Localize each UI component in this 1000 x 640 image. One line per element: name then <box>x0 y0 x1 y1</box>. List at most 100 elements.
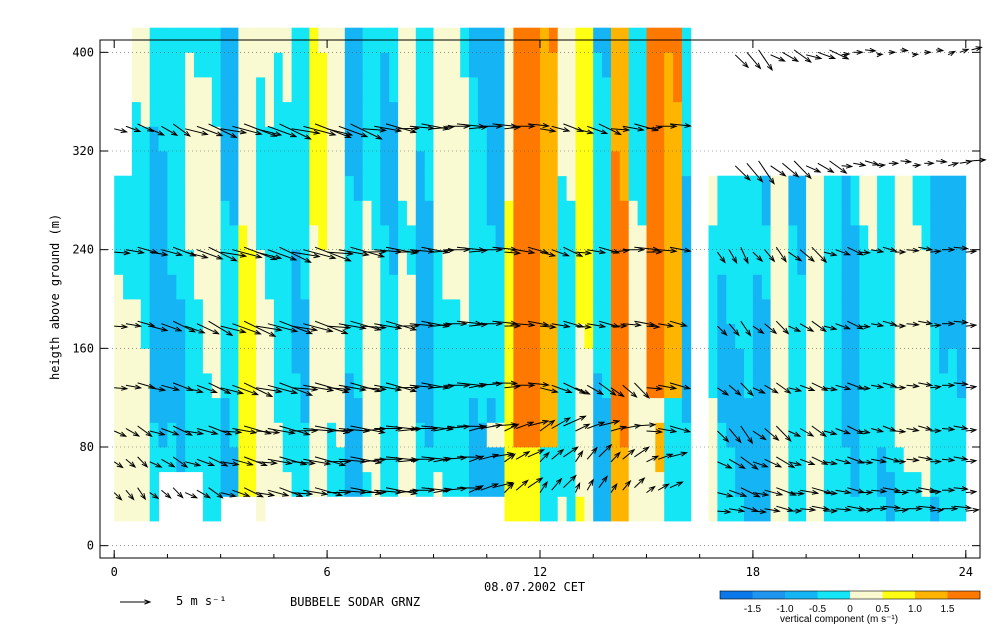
field-cell <box>398 200 408 226</box>
field-cell <box>894 249 905 275</box>
field-cell <box>486 397 497 423</box>
wind-vector-head <box>734 389 742 396</box>
wind-vector-head <box>951 162 960 167</box>
wind-vector <box>634 424 656 427</box>
field-cell <box>611 471 621 497</box>
field-cell <box>504 447 514 473</box>
x-tick-label: 0 <box>111 565 118 579</box>
field-cell <box>744 471 754 497</box>
field-cell <box>628 101 638 127</box>
wind-vector-head <box>778 56 786 62</box>
field-cell <box>265 471 275 497</box>
wind-vector-head <box>876 248 885 254</box>
wind-vector <box>669 123 691 127</box>
field-cell <box>460 348 470 374</box>
field-cell <box>868 175 878 201</box>
field-cell <box>389 397 399 423</box>
field-cell <box>752 249 763 275</box>
colorbar-swatch <box>915 591 948 599</box>
field-cell <box>114 471 124 497</box>
field-cell <box>424 348 434 374</box>
field-cell <box>495 274 505 300</box>
field-cell <box>140 422 151 448</box>
wind-vector-head <box>203 492 212 499</box>
field-cell <box>886 175 896 201</box>
field-cell <box>868 249 878 275</box>
wind-vector <box>184 492 198 499</box>
wind-vector <box>634 477 645 489</box>
field-cell <box>877 471 887 497</box>
wind-vector <box>622 125 644 131</box>
field-cell <box>788 274 798 300</box>
field-cell <box>619 323 630 349</box>
field-cell <box>273 397 284 423</box>
field-cell <box>593 397 603 423</box>
field-cell <box>362 225 372 251</box>
wind-vector-head <box>563 323 571 329</box>
field-cell <box>371 77 381 103</box>
field-cell <box>815 471 825 497</box>
field-cell <box>247 373 257 399</box>
wind-vector <box>267 428 295 434</box>
field-cell <box>540 348 550 374</box>
field-cell <box>291 151 301 177</box>
field-cell <box>424 225 434 251</box>
wind-vector <box>433 385 454 389</box>
wind-vector-head <box>584 324 593 330</box>
field-cell <box>265 274 275 300</box>
field-cell <box>424 101 434 127</box>
field-cell <box>557 323 567 349</box>
field-cell <box>717 496 727 522</box>
field-cell <box>194 151 204 177</box>
field-cell <box>433 77 443 103</box>
field-cell <box>566 274 576 300</box>
wind-vector-head <box>239 328 247 334</box>
wind-vector-head <box>565 388 573 393</box>
wind-vector <box>385 320 416 331</box>
field-cell <box>903 348 913 374</box>
field-cell <box>655 151 665 177</box>
wind-vector <box>563 446 578 458</box>
field-cell <box>247 249 257 275</box>
wind-vector-head <box>684 122 692 128</box>
field-cell <box>531 225 541 251</box>
field-cell <box>637 323 647 349</box>
wind-vector <box>350 425 385 434</box>
wind-vector-head <box>270 255 278 261</box>
field-cell <box>726 447 736 473</box>
wind-vector <box>208 320 233 336</box>
field-cell <box>948 323 958 349</box>
field-cell <box>486 101 497 127</box>
field-cell <box>619 348 630 374</box>
wind-vector <box>799 458 815 465</box>
wind-vector-head <box>235 429 243 435</box>
field-cell <box>956 447 967 473</box>
field-cell <box>859 299 869 325</box>
wind-vector <box>314 320 348 335</box>
field-cell <box>522 422 532 448</box>
wind-vector-head <box>243 492 251 497</box>
field-cell <box>247 151 257 177</box>
wind-vector <box>338 384 366 391</box>
field-cell <box>548 422 559 448</box>
field-cell <box>273 175 284 201</box>
wind-vector <box>114 251 130 254</box>
field-cell <box>114 373 124 399</box>
field-cell <box>744 323 754 349</box>
wind-vector-head <box>925 455 934 461</box>
wind-vector-head <box>296 492 304 497</box>
wind-vector-head <box>161 251 169 257</box>
wind-vector <box>788 387 801 392</box>
field-cell <box>309 397 319 423</box>
field-cell <box>238 225 248 251</box>
wind-vector-head <box>477 455 485 461</box>
wind-vector-head <box>345 131 354 137</box>
field-cell <box>832 422 842 448</box>
field-cell <box>735 447 745 473</box>
wind-vector <box>657 483 669 491</box>
y-tick-label: 240 <box>72 243 94 257</box>
wind-vector <box>729 508 744 512</box>
field-cell <box>327 52 337 78</box>
field-cell <box>389 200 399 226</box>
field-cell <box>637 299 647 325</box>
